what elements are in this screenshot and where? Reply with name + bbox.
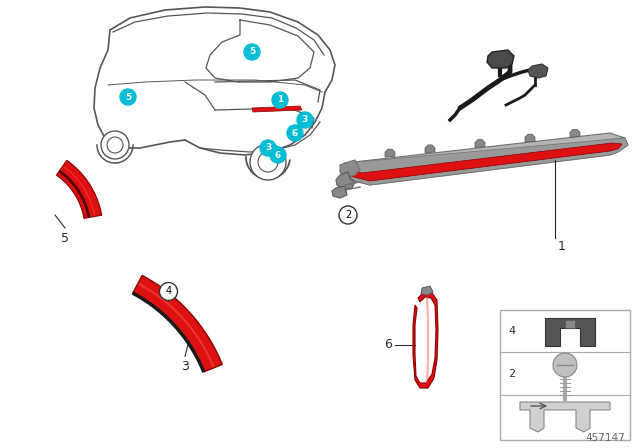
Polygon shape — [487, 50, 514, 68]
Polygon shape — [332, 186, 347, 198]
Polygon shape — [421, 286, 433, 295]
Text: 457147: 457147 — [585, 433, 625, 443]
Circle shape — [107, 137, 123, 153]
Polygon shape — [345, 133, 625, 170]
Circle shape — [260, 140, 276, 156]
Text: 3: 3 — [265, 143, 271, 152]
Text: 6: 6 — [384, 339, 392, 352]
Polygon shape — [340, 160, 360, 178]
Text: 2: 2 — [345, 210, 351, 220]
Text: 6: 6 — [275, 151, 281, 159]
Polygon shape — [385, 149, 395, 157]
Text: 3: 3 — [181, 360, 189, 374]
Polygon shape — [413, 292, 438, 388]
Circle shape — [339, 206, 357, 224]
Text: 3: 3 — [302, 116, 308, 125]
Polygon shape — [132, 276, 222, 372]
Circle shape — [258, 152, 278, 172]
Circle shape — [244, 44, 260, 60]
Text: 5: 5 — [249, 47, 255, 56]
Polygon shape — [520, 402, 610, 432]
Text: 4: 4 — [508, 326, 516, 336]
Polygon shape — [56, 160, 102, 218]
FancyBboxPatch shape — [500, 310, 630, 440]
FancyBboxPatch shape — [565, 320, 575, 328]
Polygon shape — [336, 172, 355, 190]
Circle shape — [159, 283, 177, 301]
Polygon shape — [528, 64, 548, 78]
Circle shape — [101, 131, 129, 159]
Text: 5: 5 — [61, 232, 69, 245]
Text: 5: 5 — [125, 92, 131, 102]
Polygon shape — [342, 138, 628, 185]
Polygon shape — [342, 138, 628, 185]
Text: 6: 6 — [292, 129, 298, 138]
Text: 1: 1 — [558, 240, 566, 253]
Circle shape — [270, 147, 286, 163]
Text: 2: 2 — [508, 369, 516, 379]
Polygon shape — [348, 143, 622, 181]
Circle shape — [272, 92, 288, 108]
Circle shape — [120, 89, 136, 105]
Polygon shape — [425, 145, 435, 153]
Polygon shape — [525, 134, 535, 142]
Polygon shape — [570, 129, 580, 138]
Circle shape — [287, 125, 303, 141]
Polygon shape — [475, 139, 485, 147]
Polygon shape — [252, 106, 302, 112]
Text: 4: 4 — [165, 286, 172, 297]
Circle shape — [250, 144, 286, 180]
Circle shape — [553, 353, 577, 377]
Text: 1: 1 — [277, 95, 283, 104]
Circle shape — [297, 112, 313, 128]
Polygon shape — [545, 318, 595, 346]
